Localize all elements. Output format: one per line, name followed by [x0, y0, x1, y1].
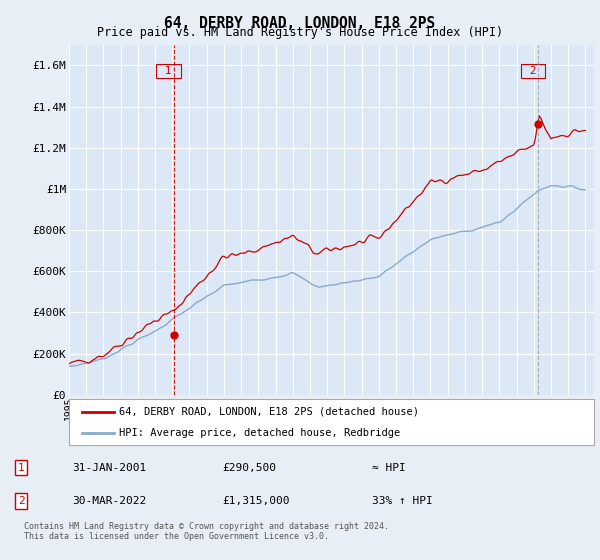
Text: 31-JAN-2001: 31-JAN-2001: [72, 463, 146, 473]
Text: 2: 2: [17, 496, 25, 506]
Text: 64, DERBY ROAD, LONDON, E18 2PS: 64, DERBY ROAD, LONDON, E18 2PS: [164, 16, 436, 31]
Text: ≈ HPI: ≈ HPI: [372, 463, 406, 473]
Text: 1: 1: [158, 66, 179, 76]
Text: £1,315,000: £1,315,000: [222, 496, 290, 506]
Text: 30-MAR-2022: 30-MAR-2022: [72, 496, 146, 506]
Text: 1: 1: [17, 463, 25, 473]
Text: 2: 2: [523, 66, 543, 76]
Text: Contains HM Land Registry data © Crown copyright and database right 2024.
This d: Contains HM Land Registry data © Crown c…: [24, 522, 389, 542]
Text: 33% ↑ HPI: 33% ↑ HPI: [372, 496, 433, 506]
Text: £290,500: £290,500: [222, 463, 276, 473]
Text: 64, DERBY ROAD, LONDON, E18 2PS (detached house): 64, DERBY ROAD, LONDON, E18 2PS (detache…: [119, 407, 419, 417]
Text: Price paid vs. HM Land Registry's House Price Index (HPI): Price paid vs. HM Land Registry's House …: [97, 26, 503, 39]
Text: HPI: Average price, detached house, Redbridge: HPI: Average price, detached house, Redb…: [119, 428, 400, 438]
